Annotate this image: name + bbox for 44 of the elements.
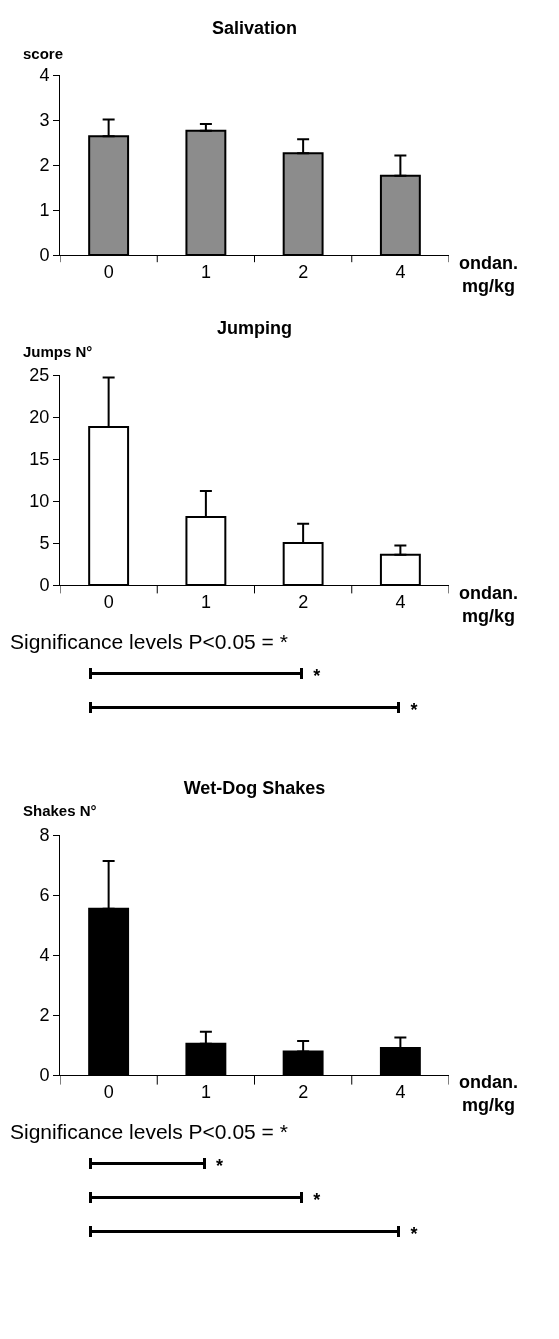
- y-tick-label: 2: [39, 155, 50, 176]
- y-axis-title: Jumps N°: [23, 343, 93, 360]
- x-tick-label: 4: [395, 1081, 406, 1102]
- chart-title: Wet-Dog Shakes: [183, 778, 326, 799]
- y-tick-label: 0: [39, 1065, 50, 1086]
- x-tick-label: 1: [200, 1081, 211, 1102]
- x-tick-label: 4: [395, 591, 406, 612]
- y-tick-label: 20: [29, 407, 50, 428]
- x-tick-label: 0: [103, 261, 114, 282]
- y-tick-label: 2: [39, 1005, 50, 1026]
- x-axis-title: ondan. mg/kg: [459, 253, 518, 297]
- y-axis-title: score: [23, 45, 64, 62]
- x-tick-label: 0: [103, 1081, 114, 1102]
- y-tick-label: 10: [29, 491, 50, 512]
- chart-title: Salivation: [211, 18, 298, 39]
- y-tick-label: 4: [39, 945, 50, 966]
- y-tick-label: 0: [39, 575, 50, 596]
- text: Significance levels P<0.05 = *: [10, 630, 288, 654]
- x-tick-label: 2: [298, 1081, 309, 1102]
- y-tick-label: 8: [39, 825, 50, 846]
- text: *: [410, 1224, 418, 1245]
- y-tick-label: 5: [39, 533, 50, 554]
- text: *: [410, 700, 418, 721]
- x-axis-title: ondan. mg/kg: [459, 1072, 518, 1116]
- y-tick-label: 6: [39, 885, 50, 906]
- text: *: [313, 666, 321, 687]
- x-tick-label: 1: [200, 591, 211, 612]
- x-tick-label: 1: [200, 261, 211, 282]
- x-tick-label: 2: [298, 591, 309, 612]
- chart-title: Jumping: [217, 318, 292, 339]
- y-axis-title: Shakes N°: [23, 802, 97, 819]
- x-axis-title: ondan. mg/kg: [459, 583, 518, 627]
- x-tick-label: 4: [395, 261, 406, 282]
- y-tick-label: 25: [29, 365, 50, 386]
- x-tick-label: 0: [103, 591, 114, 612]
- y-tick-label: 4: [39, 65, 50, 86]
- text: *: [215, 1156, 223, 1177]
- y-tick-label: 0: [39, 245, 50, 266]
- y-tick-label: 1: [39, 200, 50, 221]
- y-tick-label: 3: [39, 110, 50, 131]
- x-tick-label: 2: [298, 261, 309, 282]
- text: Significance levels P<0.05 = *: [10, 1120, 288, 1144]
- text: *: [313, 1190, 321, 1211]
- y-tick-label: 15: [29, 449, 50, 470]
